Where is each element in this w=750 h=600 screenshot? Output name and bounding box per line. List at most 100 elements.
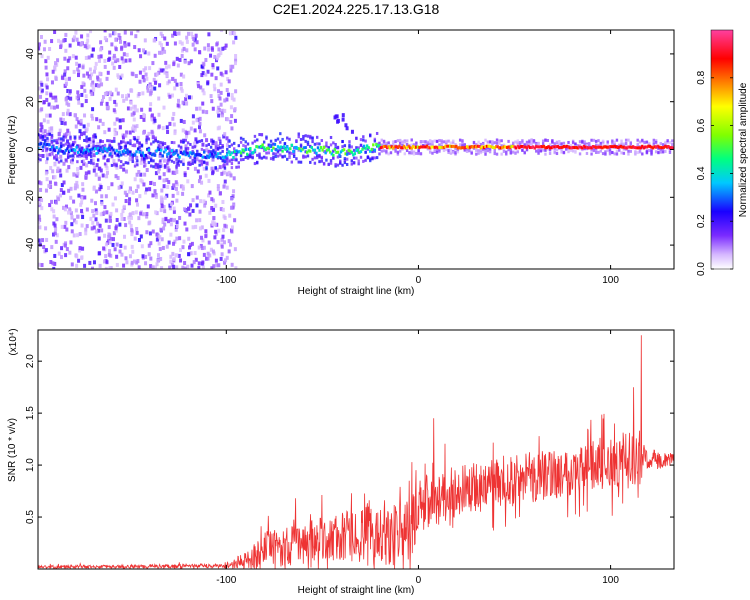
spectrogram-cell: [335, 114, 339, 119]
spectrogram-cell: [146, 204, 150, 209]
spectrogram-ridge-cell: [531, 145, 535, 149]
spectrogram-cell: [185, 35, 189, 40]
spectrogram-cell: [76, 73, 80, 78]
spectrogram-cell: [137, 265, 141, 269]
spectrogram-cell: [412, 152, 416, 156]
spectrogram-cell: [128, 212, 132, 217]
spectrogram-ridge-cell: [61, 150, 64, 154]
spectrogram-cell: [214, 145, 218, 150]
spectrogram-cell: [78, 248, 82, 253]
spectrogram-ridge-cell: [55, 145, 58, 149]
spectrogram-cell: [120, 146, 123, 150]
spectrogram-cell: [97, 166, 101, 171]
spectrogram-ridge-cell: [614, 145, 618, 149]
spectrogram-ridge-cell: [313, 148, 317, 152]
spectrogram-cell: [221, 46, 225, 51]
spectrogram-cell: [207, 47, 211, 52]
spectrogram-cell: [93, 65, 97, 70]
spectrogram-cell: [173, 239, 177, 244]
spectrogram-cell: [311, 140, 314, 144]
spectrogram-cell: [47, 102, 51, 107]
spectrogram-cell: [128, 254, 132, 259]
spectrogram-cell: [122, 163, 125, 167]
spectrogram-cell: [288, 151, 291, 155]
spectrogram-cell: [221, 199, 225, 204]
spectrogram-cell: [516, 141, 519, 145]
spectrogram-cell: [484, 150, 487, 154]
spectrogram-ridge-cell: [115, 149, 118, 153]
spectrogram-cell: [511, 141, 515, 145]
spectrogram-cell: [92, 153, 96, 158]
spectrogram-cell: [417, 148, 420, 152]
spectrogram-cell: [152, 159, 155, 163]
spectrogram-ridge-cell: [491, 146, 495, 150]
spectrogram-cell: [320, 159, 324, 163]
spectrogram-cell: [103, 162, 107, 166]
spectrogram-cell: [120, 212, 124, 217]
spectrogram-cell: [50, 207, 54, 212]
spectrogram-cell: [65, 204, 69, 209]
spectrogram-cell: [166, 185, 170, 190]
spectrogram-cell: [121, 94, 125, 99]
spectrogram-cell: [152, 140, 155, 144]
spectrogram-ridge-cell: [123, 149, 126, 153]
spectrogram-cell: [57, 251, 61, 256]
spectrogram-cell: [141, 254, 145, 259]
spectrogram-ridge-cell: [159, 148, 163, 152]
spectrogram-cell: [48, 180, 52, 185]
spectrogram-cell: [204, 234, 208, 239]
chart-title: C2E1.2024.225.17.13.G18: [273, 1, 440, 17]
spectrogram-cell: [49, 185, 53, 190]
spectrogram-cell: [103, 143, 107, 147]
spectrogram-cell: [641, 152, 644, 156]
spectrogram-cell: [133, 104, 137, 109]
spectrogram-cell: [166, 129, 170, 134]
spectrogram-cell: [53, 261, 57, 266]
spectrogram-cell: [343, 159, 347, 163]
spectrogram-ridge-cell: [192, 151, 195, 155]
spectrogram-cell: [207, 32, 211, 37]
spectrogram-ridge-cell: [338, 153, 341, 157]
spectrogram-ridge-cell: [322, 145, 326, 149]
spectrogram-cell: [170, 154, 174, 158]
spectrogram-cell: [500, 139, 503, 143]
spectrogram-ridge-cell: [432, 145, 435, 149]
spectrogram-cell: [176, 103, 180, 108]
spectrogram-ridge-cell: [605, 145, 609, 149]
spectrogram-cell: [551, 140, 554, 144]
spectrogram-ridge-cell: [619, 144, 622, 148]
spectrogram-ridge-cell: [181, 152, 184, 156]
spectrogram-cell: [320, 139, 324, 143]
spectrogram-cell: [157, 96, 161, 101]
spectrogram-cell: [96, 145, 100, 149]
spectrogram-cell: [64, 142, 68, 146]
spectrogram-cell: [62, 135, 65, 139]
spectrogram-cell: [495, 141, 499, 145]
spectrogram-cell: [163, 36, 167, 41]
spectrogram-cell: [544, 152, 547, 156]
spectrogram-ridge-cell: [299, 149, 303, 153]
spectrogram-cell: [40, 88, 44, 93]
spectrogram-cell: [54, 227, 58, 232]
spectrogram-cell: [456, 150, 460, 154]
spectrogram-cell: [622, 142, 626, 146]
spectrogram-cell: [83, 44, 87, 49]
spectrogram-cell: [177, 144, 181, 148]
spectrogram-cell: [186, 146, 190, 150]
spectrogram-cell: [387, 141, 390, 145]
spectrogram-cell: [158, 83, 162, 88]
spectrogram-cell: [295, 157, 298, 161]
spectrogram-cell: [105, 38, 109, 43]
spectrogram-cell: [125, 260, 129, 265]
spectrogram-cell: [56, 169, 60, 174]
spectrogram-ridge-cell: [427, 146, 430, 150]
spectrogram-cell: [188, 212, 192, 217]
spectrogram-ridge-cell: [550, 146, 553, 150]
spectrogram-cell: [211, 65, 215, 70]
spectrogram-ridge-cell: [393, 145, 397, 149]
spectrogram-cell: [142, 48, 146, 53]
spectrogram-cell: [111, 61, 115, 66]
spectrogram-ridge-cell: [81, 151, 84, 155]
spectrogram-cell: [115, 217, 119, 222]
spectrogram-cell: [173, 131, 177, 136]
